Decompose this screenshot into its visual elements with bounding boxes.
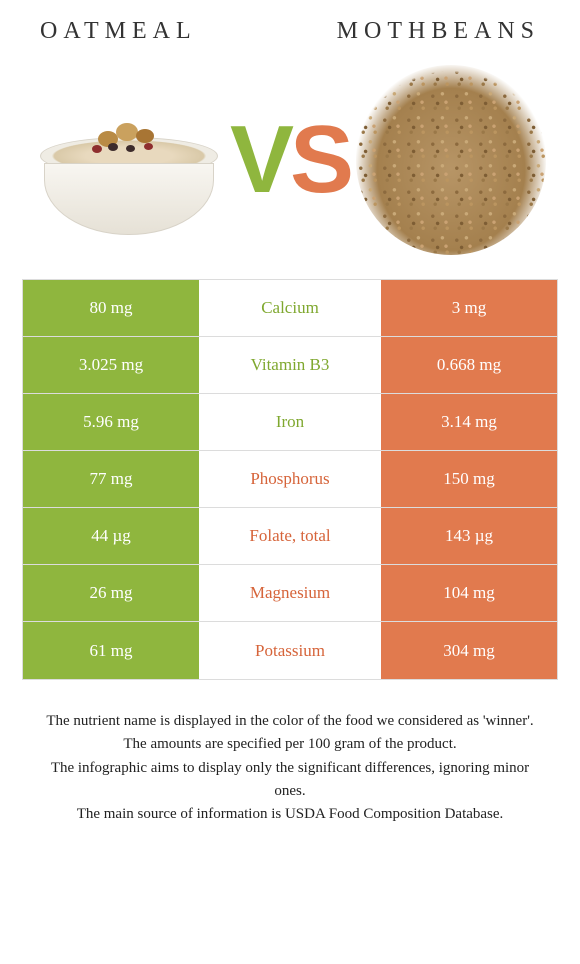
right-value-cell: 3.14 mg	[381, 394, 557, 450]
vs-v-letter: V	[230, 112, 290, 208]
nutrient-name-cell: Phosphorus	[199, 451, 381, 507]
oatmeal-bowl-icon	[44, 125, 214, 235]
mothbeans-pile-icon	[356, 65, 546, 255]
table-row: 44 µgFolate, total143 µg	[23, 508, 557, 565]
left-value-cell: 44 µg	[23, 508, 199, 564]
table-row: 26 mgMagnesium104 mg	[23, 565, 557, 622]
right-value-cell: 304 mg	[381, 622, 557, 679]
left-value-cell: 26 mg	[23, 565, 199, 621]
vs-s-letter: S	[290, 112, 350, 208]
nutrient-name-cell: Potassium	[199, 622, 381, 679]
right-value-cell: 150 mg	[381, 451, 557, 507]
note-line: The nutrient name is displayed in the co…	[38, 710, 542, 733]
table-row: 80 mgCalcium3 mg	[23, 280, 557, 337]
nutrient-name-cell: Calcium	[199, 280, 381, 336]
footer-notes: The nutrient name is displayed in the co…	[38, 710, 542, 826]
table-row: 3.025 mgVitamin B30.668 mg	[23, 337, 557, 394]
hero-row: VS	[10, 55, 570, 279]
right-value-cell: 104 mg	[381, 565, 557, 621]
left-value-cell: 3.025 mg	[23, 337, 199, 393]
right-value-cell: 143 µg	[381, 508, 557, 564]
left-food-image	[34, 65, 224, 255]
nutrient-table: 80 mgCalcium3 mg3.025 mgVitamin B30.668 …	[22, 279, 558, 680]
right-value-cell: 0.668 mg	[381, 337, 557, 393]
header: Oatmeal Mothbeans	[10, 18, 570, 55]
right-food-title: Mothbeans	[337, 18, 540, 45]
left-value-cell: 5.96 mg	[23, 394, 199, 450]
left-value-cell: 61 mg	[23, 622, 199, 679]
note-line: The main source of information is USDA F…	[38, 803, 542, 826]
left-value-cell: 80 mg	[23, 280, 199, 336]
nutrient-name-cell: Vitamin B3	[199, 337, 381, 393]
nutrient-name-cell: Iron	[199, 394, 381, 450]
table-row: 77 mgPhosphorus150 mg	[23, 451, 557, 508]
infographic-page: Oatmeal Mothbeans VS 80 mgCalcium3 mg3.0…	[0, 0, 580, 964]
nutrient-name-cell: Folate, total	[199, 508, 381, 564]
right-food-image	[356, 65, 546, 255]
table-row: 61 mgPotassium304 mg	[23, 622, 557, 679]
vs-label: VS	[230, 112, 350, 208]
table-row: 5.96 mgIron3.14 mg	[23, 394, 557, 451]
note-line: The infographic aims to display only the…	[38, 757, 542, 804]
note-line: The amounts are specified per 100 gram o…	[38, 733, 542, 756]
left-food-title: Oatmeal	[40, 18, 197, 45]
left-value-cell: 77 mg	[23, 451, 199, 507]
nutrient-name-cell: Magnesium	[199, 565, 381, 621]
right-value-cell: 3 mg	[381, 280, 557, 336]
